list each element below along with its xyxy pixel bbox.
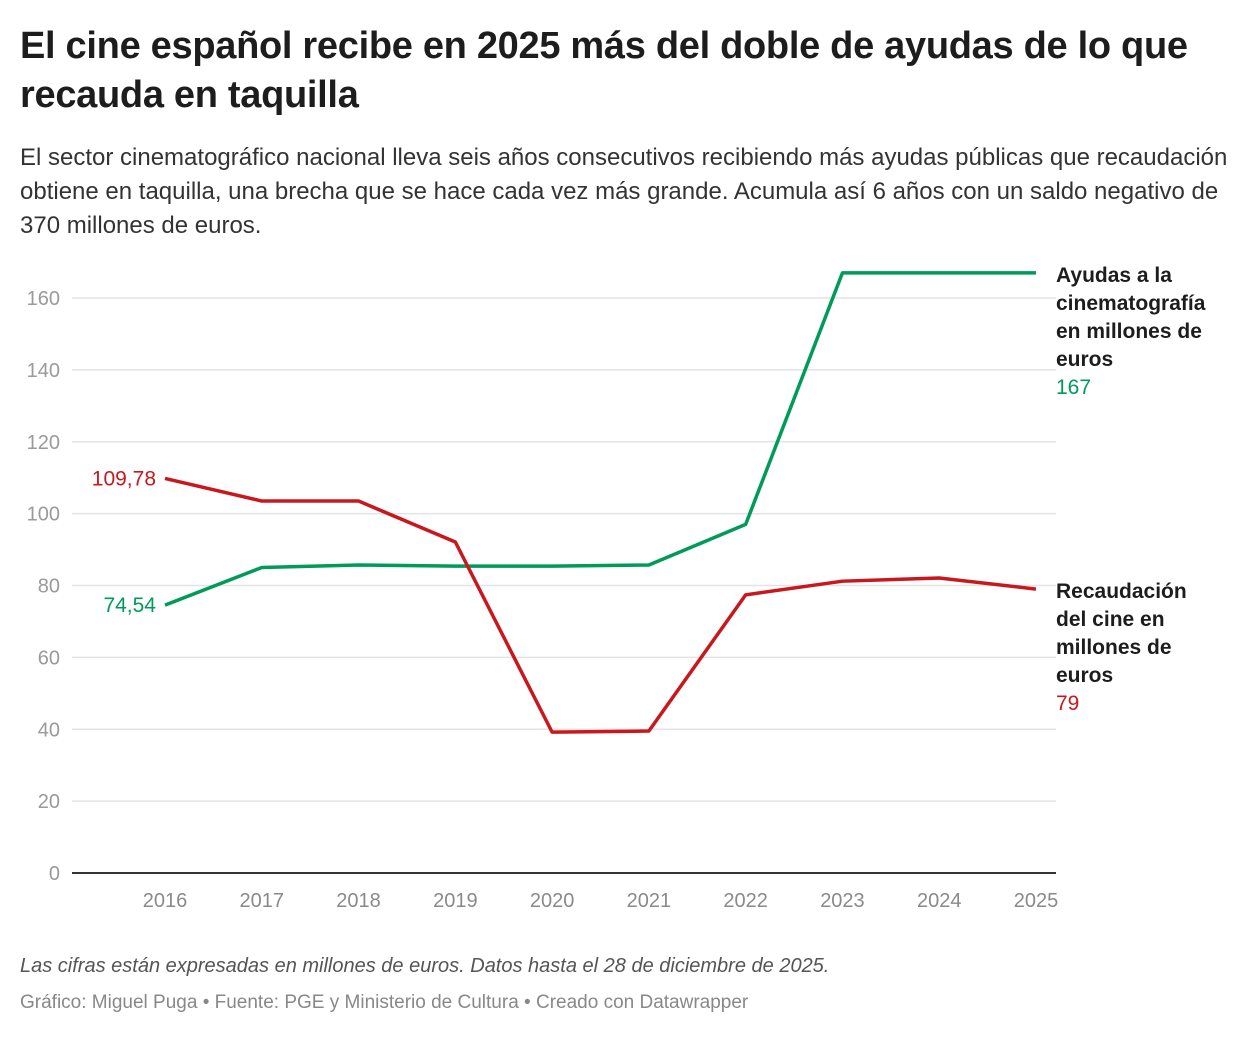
x-tick-label: 2017: [240, 890, 285, 912]
y-tick-label: 140: [27, 360, 60, 382]
x-tick-label: 2022: [723, 890, 768, 912]
x-tick-label: 2018: [336, 890, 381, 912]
y-tick-label: 80: [38, 576, 60, 598]
chart-title: El cine español recibe en 2025 más del d…: [20, 25, 1188, 116]
series-line: [164, 476, 1037, 734]
series-label: Ayudas a la cinematografía en millones de e…: [1056, 264, 1206, 371]
x-tick-label: 2019: [433, 890, 478, 912]
start-value-label: 109,78: [92, 467, 156, 490]
y-tick-label: 120: [27, 432, 60, 454]
chart-subtitle: El sector cinematográfico nacional lleva…: [20, 144, 1228, 239]
start-value-label: 74,54: [103, 594, 156, 617]
x-tick-label: 2016: [143, 890, 188, 912]
y-tick-label: 60: [38, 647, 60, 669]
chart-credits: Gráfico: Miguel Puga • Fuente: PGE y Min…: [20, 992, 749, 1013]
end-value-label: 167: [1056, 376, 1091, 399]
x-tick-label: 2023: [820, 890, 865, 912]
line-chart: 0 20 40 60 80 100 120 140 160 2016 2017 2018 2019 202…: [27, 264, 1206, 912]
x-tick-label: 2021: [627, 890, 672, 912]
series-label: Recaudación del cine en millones de euros: [1056, 580, 1187, 687]
y-tick-label: 160: [27, 288, 60, 310]
end-value-label: 79: [1056, 692, 1079, 715]
series-line: [164, 271, 1036, 607]
x-tick-label: 2025: [1014, 890, 1059, 912]
x-tick-label: 2024: [917, 890, 962, 912]
y-tick-label: 0: [49, 863, 60, 885]
chart-note: Las cifras están expresadas en millones …: [20, 955, 830, 977]
x-tick-label: 2020: [530, 890, 575, 912]
y-tick-label: 40: [38, 719, 60, 741]
y-tick-label: 20: [38, 791, 60, 813]
y-tick-label: 100: [27, 504, 60, 526]
